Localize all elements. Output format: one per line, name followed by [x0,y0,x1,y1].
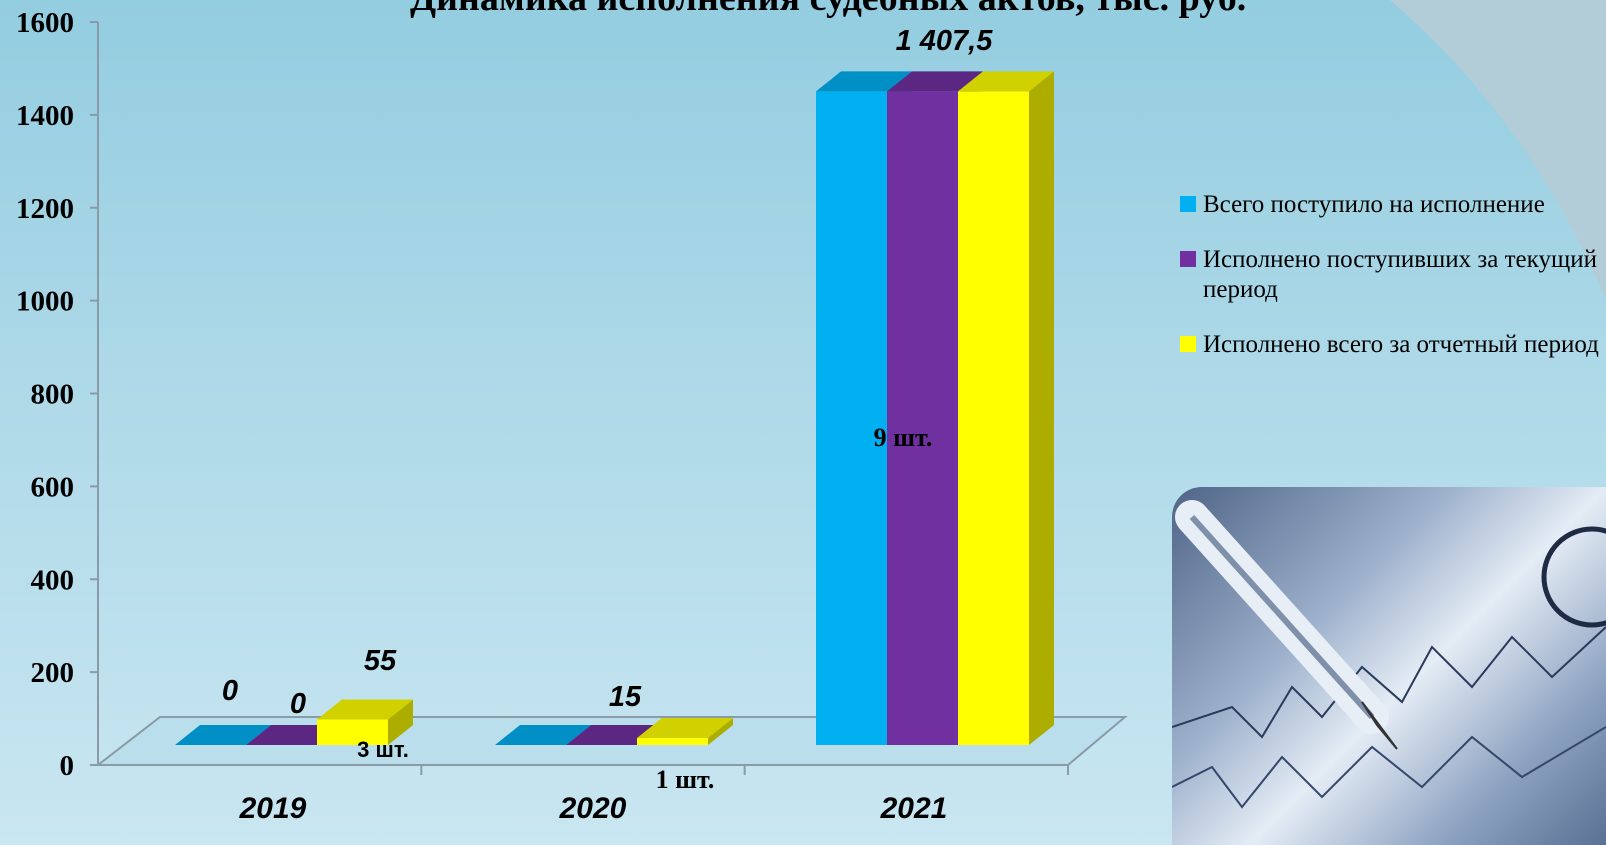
legend: Всего поступило на исполнение Исполнено … [1180,190,1600,385]
bar-front [816,91,887,745]
bar-front [637,738,708,745]
data-label: 55 [364,645,397,677]
y-tick-label: 1000 [16,286,74,318]
bar-front [887,91,958,745]
legend-swatch-received [1180,196,1196,212]
bar-top [816,71,912,92]
x-tick-label: 2020 [559,792,627,825]
bar-top [317,699,413,720]
legend-swatch-executed-total [1180,336,1196,352]
bar-side [1029,71,1054,745]
decorative-corner-panel [1390,0,1606,300]
decorative-photo [1172,487,1606,845]
legend-item-executed-total: Исполнено всего за отчетный период [1180,330,1600,360]
legend-item-received: Всего поступило на исполнение [1180,190,1600,220]
y-tick-label: 1400 [16,100,74,132]
y-tick-label: 400 [31,564,75,596]
y-tick-label: 1600 [16,7,74,39]
x-tick-label: 2021 [880,792,948,825]
count-annotation: 3 шт. [357,737,409,762]
legend-label-executed-total: Исполнено всего за отчетный период [1203,331,1599,358]
y-tick-label: 800 [31,379,75,411]
bar-side [388,699,413,745]
count-annotation: 9 шт. [874,423,933,452]
data-label: 1 407,5 [896,25,994,57]
count-annotation: 1 шт. [656,765,715,794]
y-tick-label: 600 [31,471,75,503]
y-tick-label: 0 [60,750,75,782]
bar-front [317,719,388,745]
x-tick-label: 2019 [239,792,307,825]
data-label: 15 [609,681,642,713]
y-tick-label: 1200 [16,193,74,225]
legend-label-received: Всего поступило на исполнение [1203,191,1545,218]
bar-top [495,725,591,745]
plot-area: 0 200 400 600 800 1000 1200 1400 1600 2019 2020 202… [16,7,1128,825]
bar-top [637,718,733,739]
legend-swatch-executed-current [1180,251,1196,267]
bar-top [175,725,271,745]
bar-top [887,71,983,92]
y-tick-label: 200 [31,657,75,689]
legend-item-executed-current: Исполнено поступивших за текущий период [1180,245,1600,305]
bar-top [958,71,1054,92]
chart-title: Динамика исполнения судебных актов, тыс.… [410,0,1246,19]
pen-and-documents-icon [1172,500,1606,809]
data-label: 0 [290,688,306,720]
data-label: 0 [222,675,238,707]
bar-front [958,91,1029,745]
bar-side [708,718,733,745]
legend-label-executed-current: Исполнено поступивших за текущий период [1203,246,1597,303]
